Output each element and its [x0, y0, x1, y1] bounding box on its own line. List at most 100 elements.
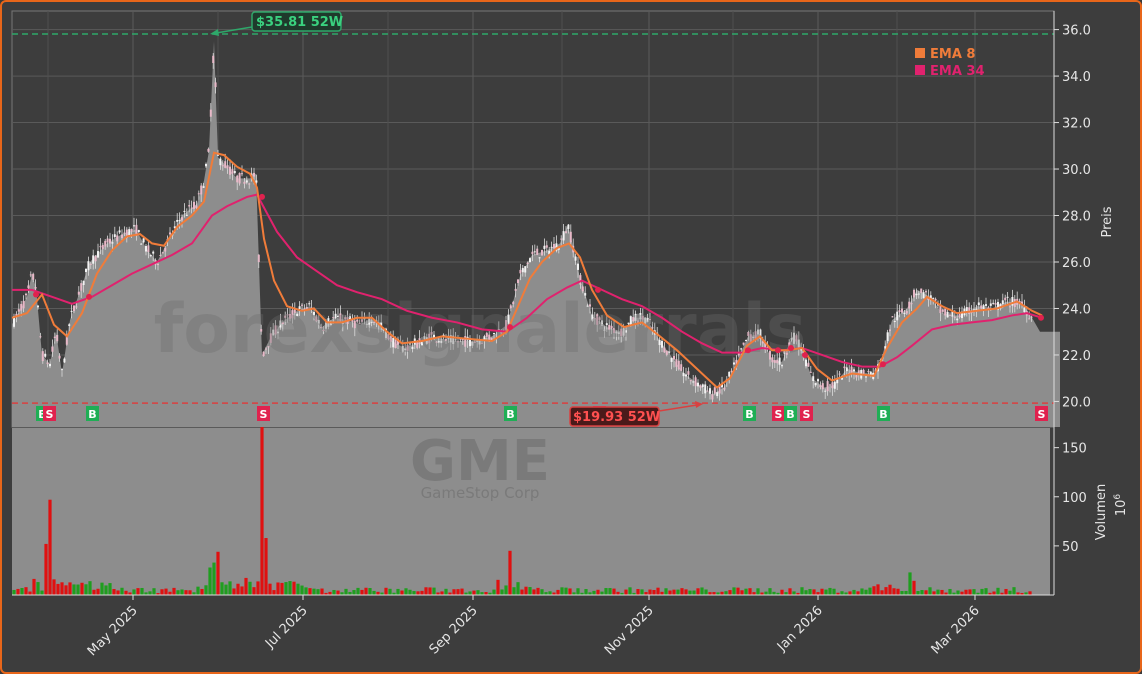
candle-body [740, 348, 743, 350]
volume-bar [516, 582, 520, 595]
candle-body [591, 314, 594, 321]
candle-body [589, 304, 591, 307]
candle-body [1004, 297, 1007, 301]
signal-dot [595, 286, 601, 293]
candle-body [521, 267, 524, 273]
signal-dot [880, 361, 886, 368]
volume-bar [900, 591, 904, 595]
candle-body [677, 360, 680, 370]
volume-tick-label: 50 [1062, 540, 1079, 555]
volume-axis-label: Volumen [1094, 484, 1109, 541]
candle-body [404, 348, 407, 351]
price-tick-label: 28.0 [1062, 210, 1091, 225]
candle-body [274, 325, 277, 335]
candle-body [824, 390, 827, 392]
candle-body [236, 175, 239, 183]
candle-body [205, 163, 207, 167]
volume-bar [428, 587, 432, 595]
candle-body [665, 350, 668, 355]
candle-body [713, 387, 716, 394]
signal-dot [507, 324, 513, 331]
candle-body [658, 339, 661, 346]
candle-body [130, 229, 133, 232]
candle-body [303, 308, 306, 310]
volume-bar [360, 589, 364, 595]
candle-body [147, 245, 150, 252]
candle-body [718, 384, 721, 394]
candle-body [123, 232, 126, 234]
candle-body [265, 348, 267, 350]
candle-body [579, 275, 582, 285]
volume-bar [352, 590, 356, 595]
candle-body [361, 319, 363, 322]
volume-bar [220, 582, 224, 595]
volume-bar [116, 590, 120, 595]
volume-bar [1012, 587, 1016, 595]
candle-body [627, 322, 630, 324]
volume-bar [824, 589, 828, 595]
candle-body [358, 323, 361, 325]
volume-bar [716, 592, 720, 595]
volume-bar [968, 589, 972, 595]
volume-axis-unit: 106 [1113, 494, 1129, 517]
volume-bar [792, 591, 796, 595]
candle-body [541, 249, 543, 256]
candle-body [560, 238, 563, 240]
volume-bar [48, 499, 52, 595]
candle-body [797, 339, 800, 348]
volume-bar [36, 582, 40, 595]
candle-body [183, 210, 186, 212]
volume-bar [76, 584, 80, 595]
candle-body [58, 355, 61, 359]
volume-bar [400, 590, 404, 595]
signal-marker-bg [743, 406, 756, 421]
volume-bar [336, 590, 340, 595]
candle-body [416, 341, 419, 348]
volume-bar [160, 589, 164, 595]
volume-bar [976, 592, 980, 595]
candle-body [313, 311, 315, 316]
volume-bar [756, 588, 760, 595]
price-tick-label: 36.0 [1062, 24, 1091, 39]
candle-body [601, 320, 603, 324]
legend-swatch-ema8 [915, 48, 925, 58]
candle-body [137, 230, 140, 233]
candle-body [593, 318, 596, 320]
high-52w-box [251, 11, 342, 32]
price-axis-label: Preis [1100, 206, 1115, 237]
candle-body [565, 231, 567, 233]
candle-body [536, 248, 539, 255]
company-watermark: GameStop Corp [421, 484, 540, 502]
candle-body [932, 297, 935, 299]
volume-bar [80, 582, 84, 595]
candle-body [1006, 296, 1009, 298]
volume-bar [1028, 591, 1032, 595]
candle-body [380, 322, 383, 327]
candle-body [507, 314, 510, 324]
signal-marker-label: S [775, 408, 783, 421]
candle-body [82, 280, 85, 286]
candle-body [747, 332, 750, 336]
volume-bar [12, 589, 16, 595]
volume-bar [492, 589, 496, 595]
volume-bar [788, 588, 792, 595]
volume-bar [200, 588, 204, 595]
candle-body [373, 321, 375, 323]
candle-body [99, 246, 102, 248]
candle-body [317, 319, 320, 324]
volume-bar [700, 587, 704, 595]
volume-bar [920, 590, 924, 595]
candle-body [867, 370, 870, 373]
candle-body [53, 336, 56, 339]
volume-bar [448, 592, 452, 595]
volume-bar [888, 584, 892, 595]
volume-bar [692, 590, 696, 595]
volume-bar [224, 584, 228, 595]
signal-marker-bg [504, 406, 517, 421]
candle-body [440, 341, 443, 343]
signal-dot [775, 347, 781, 354]
volume-bar [856, 591, 860, 595]
volume-bar [536, 587, 540, 595]
volume-bar [548, 591, 552, 595]
